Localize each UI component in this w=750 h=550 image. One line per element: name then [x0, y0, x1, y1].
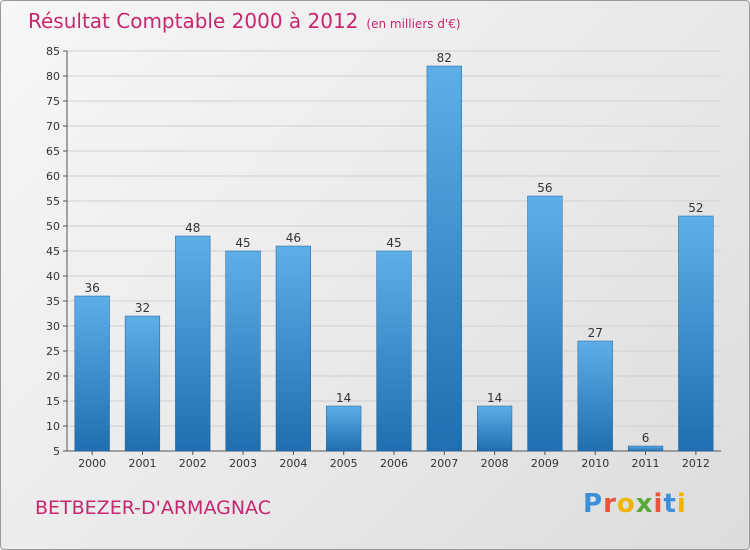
- bar-2009: [527, 195, 563, 452]
- y-tick-labels: 5 10 15 20 25 30 35 40 45 50 55 60 65 70 75 80 85: [46, 45, 60, 458]
- bar-2000: [74, 295, 110, 452]
- data-label-2010: 27: [588, 326, 603, 340]
- data-label-2000: 36: [85, 281, 100, 295]
- x-tick-label: 2012: [682, 457, 710, 470]
- logo-letter: i: [676, 489, 687, 519]
- y-tick-label: 35: [46, 295, 60, 308]
- y-tick-label: 65: [46, 145, 60, 158]
- x-tick-label: 2000: [78, 457, 106, 470]
- y-tick-label: 85: [46, 45, 60, 58]
- data-label-2008: 14: [487, 391, 502, 405]
- data-label-2002: 48: [185, 221, 200, 235]
- logo-letter: P: [583, 489, 604, 519]
- y-tick-label: 5: [53, 445, 60, 458]
- bar-2012: [678, 215, 714, 452]
- y-tick-label: 80: [46, 70, 60, 83]
- y-tick-label: 55: [46, 195, 60, 208]
- data-label-2012: 52: [688, 201, 703, 215]
- proxiti-logo: Proxiti: [583, 489, 687, 519]
- logo-letter: t: [663, 489, 677, 519]
- data-label-2011: 6: [642, 431, 650, 445]
- bar-2007: [426, 65, 462, 452]
- data-label-2001: 32: [135, 301, 150, 315]
- x-tick-label: 2009: [531, 457, 559, 470]
- y-tick-label: 50: [46, 220, 60, 233]
- y-tick-label: 60: [46, 170, 60, 183]
- y-tick-label: 15: [46, 395, 60, 408]
- data-labels: 36 32 48 45 46 14 45 82 14 56 27 6 52: [85, 51, 704, 445]
- bars: [74, 65, 714, 452]
- bar-2006: [376, 250, 412, 452]
- x-tick-label: 2011: [632, 457, 660, 470]
- x-tick-label: 2005: [330, 457, 358, 470]
- x-tick-label: 2010: [581, 457, 609, 470]
- bar-2011: [627, 445, 664, 452]
- bar-2005: [326, 405, 362, 452]
- bar-2010: [577, 340, 613, 452]
- bar-2002: [175, 235, 211, 452]
- x-tick-label: 2002: [179, 457, 207, 470]
- x-tick-label: 2004: [279, 457, 307, 470]
- data-label-2006: 45: [386, 236, 401, 250]
- logo-letter: i: [653, 489, 664, 519]
- bar-2004: [275, 245, 311, 452]
- chart-title-main: Résultat Comptable 2000 à 2012: [28, 9, 359, 33]
- commune-name: BETBEZER-D'ARMAGNAC: [35, 497, 271, 519]
- data-label-2004: 46: [286, 231, 301, 245]
- bar-2008: [477, 405, 513, 452]
- data-label-2009: 56: [537, 181, 552, 195]
- x-tick-label: 2008: [481, 457, 509, 470]
- y-tick-label: 30: [46, 320, 60, 333]
- bar-2001: [124, 315, 161, 452]
- x-tick-label: 2007: [430, 457, 458, 470]
- x-tick-label: 2001: [128, 457, 156, 470]
- chart-title: Résultat Comptable 2000 à 2012 (en millie…: [28, 9, 461, 33]
- x-tick-label: 2006: [380, 457, 408, 470]
- logo-letter: x: [635, 489, 654, 519]
- y-tick-label: 40: [46, 270, 60, 283]
- y-tick-label: 20: [46, 370, 60, 383]
- logo-letter: o: [616, 489, 636, 519]
- logo-letter: r: [603, 489, 617, 519]
- chart-unit-note: (en milliers d'€): [366, 17, 461, 31]
- data-label-2005: 14: [336, 391, 351, 405]
- y-tick-label: 45: [46, 245, 60, 258]
- y-tick-label: 10: [46, 420, 60, 433]
- y-tick-label: 75: [46, 95, 60, 108]
- y-tick-label: 70: [46, 120, 60, 133]
- data-label-2007: 82: [437, 51, 452, 65]
- bar-2003: [225, 250, 261, 452]
- data-label-2003: 45: [235, 236, 250, 250]
- x-tick-label: 2003: [229, 457, 257, 470]
- y-tick-label: 25: [46, 345, 60, 358]
- x-tick-labels: 2000 2001 2002 2003 2004 2005 2006 2007 2008 2009…: [78, 457, 710, 470]
